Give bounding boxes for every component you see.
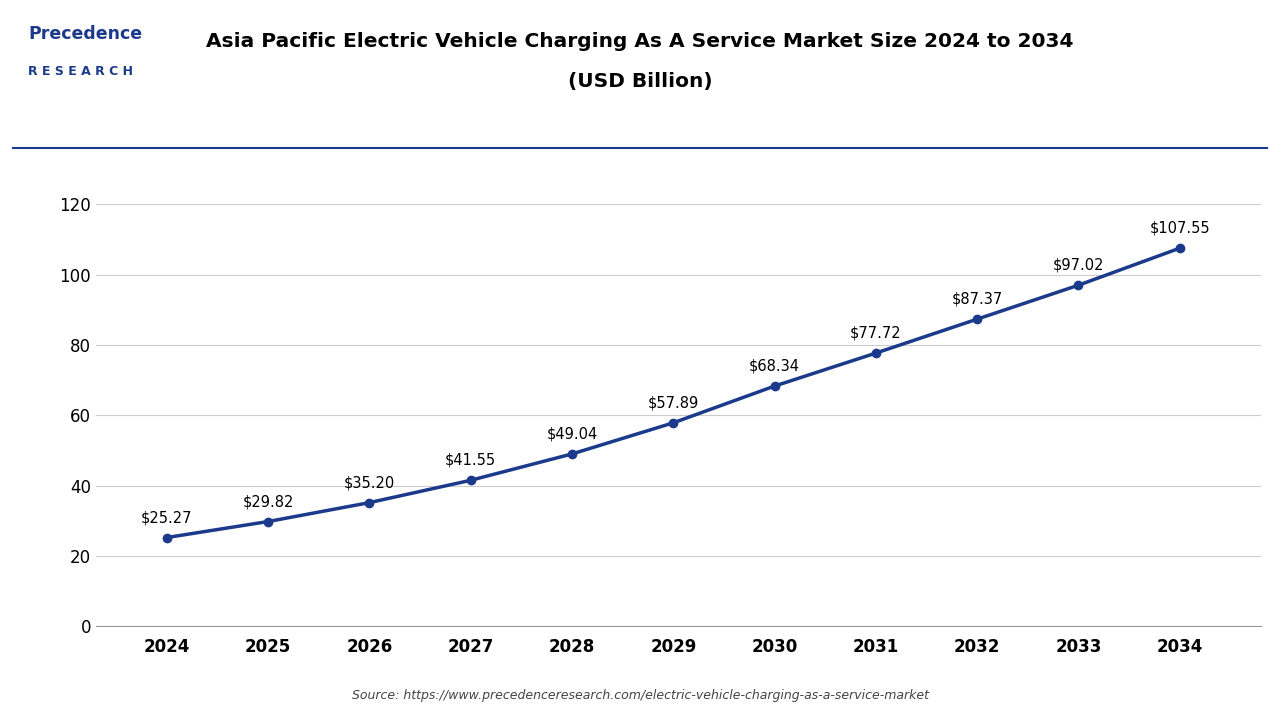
Text: $57.89: $57.89	[648, 395, 699, 410]
Text: $97.02: $97.02	[1052, 258, 1105, 273]
Text: R E S E A R C H: R E S E A R C H	[28, 65, 133, 78]
Text: Precedence: Precedence	[28, 25, 142, 43]
Text: $41.55: $41.55	[445, 453, 497, 468]
Text: $77.72: $77.72	[850, 325, 901, 341]
Text: $87.37: $87.37	[951, 292, 1002, 307]
Text: $29.82: $29.82	[242, 494, 294, 509]
Text: $25.27: $25.27	[141, 510, 193, 525]
Text: $35.20: $35.20	[344, 475, 396, 490]
Text: Asia Pacific Electric Vehicle Charging As A Service Market Size 2024 to 2034: Asia Pacific Electric Vehicle Charging A…	[206, 32, 1074, 51]
Text: $107.55: $107.55	[1149, 220, 1210, 235]
Text: Source: https://www.precedenceresearch.com/electric-vehicle-charging-as-a-servic: Source: https://www.precedenceresearch.c…	[352, 689, 928, 702]
Text: $68.34: $68.34	[749, 359, 800, 374]
Text: $49.04: $49.04	[547, 426, 598, 441]
Text: (USD Billion): (USD Billion)	[568, 72, 712, 91]
